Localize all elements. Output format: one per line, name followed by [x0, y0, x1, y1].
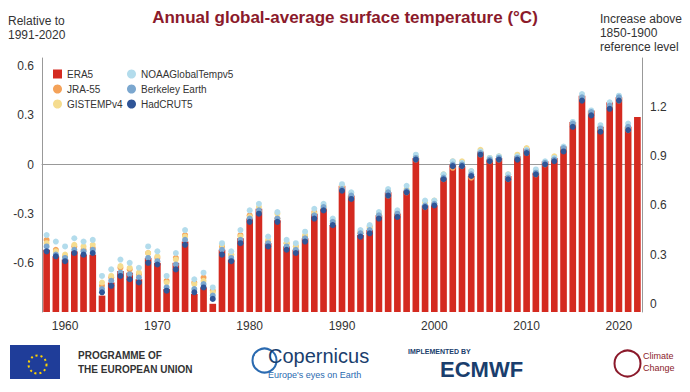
svg-text:Berkeley Earth: Berkeley Earth — [141, 84, 207, 95]
svg-text:0.6: 0.6 — [17, 59, 34, 73]
svg-text:Climate: Climate — [643, 351, 674, 361]
svg-text:Increase above: Increase above — [600, 12, 682, 26]
svg-text:JRA-55: JRA-55 — [67, 84, 101, 95]
svg-text:HadCRUT5: HadCRUT5 — [141, 99, 193, 110]
svg-text:-0.3: -0.3 — [13, 207, 34, 221]
svg-text:2020: 2020 — [606, 319, 633, 333]
svg-text:IMPLEMENTED BY: IMPLEMENTED BY — [408, 348, 471, 355]
svg-text:0.3: 0.3 — [650, 248, 667, 262]
svg-text:1980: 1980 — [236, 319, 263, 333]
svg-text:1991-2020: 1991-2020 — [8, 28, 66, 42]
svg-text:Europe's eyes on Earth: Europe's eyes on Earth — [268, 370, 361, 380]
svg-text:0: 0 — [27, 158, 34, 172]
svg-text:Copernicus: Copernicus — [268, 345, 369, 367]
svg-text:2010: 2010 — [513, 319, 540, 333]
svg-text:1990: 1990 — [329, 319, 356, 333]
svg-text:Annual global-average surface: Annual global-average surface temperatur… — [152, 8, 538, 27]
svg-text:Relative to: Relative to — [8, 14, 65, 28]
svg-text:2000: 2000 — [421, 319, 448, 333]
svg-text:0.9: 0.9 — [650, 149, 667, 163]
svg-text:-0.6: -0.6 — [13, 256, 34, 270]
svg-text:Change: Change — [643, 363, 675, 373]
svg-text:THE EUROPEAN UNION: THE EUROPEAN UNION — [78, 364, 192, 375]
svg-text:ERA5: ERA5 — [67, 69, 94, 80]
svg-text:ECMWF: ECMWF — [440, 357, 523, 382]
svg-text:NOAAGlobalTempv5: NOAAGlobalTempv5 — [141, 69, 234, 80]
svg-text:0.3: 0.3 — [17, 108, 34, 122]
svg-text:0: 0 — [650, 297, 657, 311]
svg-text:GISTEMPv4: GISTEMPv4 — [67, 99, 123, 110]
svg-text:1850-1900: 1850-1900 — [600, 26, 658, 40]
svg-text:PROGRAMME OF: PROGRAMME OF — [78, 350, 162, 361]
svg-text:1960: 1960 — [52, 319, 79, 333]
svg-text:1.2: 1.2 — [650, 100, 667, 114]
svg-text:0.6: 0.6 — [650, 198, 667, 212]
svg-text:reference level: reference level — [600, 40, 679, 54]
svg-text:1970: 1970 — [144, 319, 171, 333]
